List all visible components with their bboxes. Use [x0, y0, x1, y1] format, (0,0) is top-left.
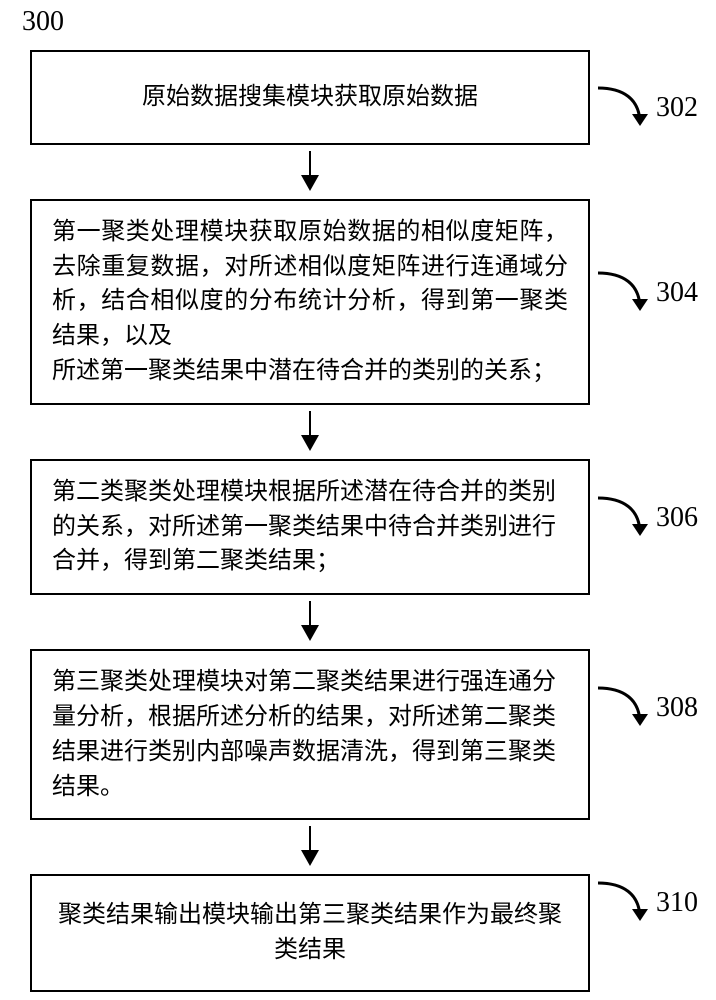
ref-302-num: 302 — [656, 92, 698, 124]
ref-308: 308 — [592, 680, 698, 735]
ref-308-num: 308 — [656, 692, 698, 724]
curved-arrow-icon — [592, 875, 652, 930]
ref-302: 302 — [592, 80, 698, 135]
node-308-text: 第三聚类处理模块对第二聚类结果进行强连通分量分析，根据所述分析的结果，对所述第二… — [52, 669, 556, 799]
curved-arrow-icon — [592, 80, 652, 135]
curved-arrow-icon — [592, 265, 652, 320]
ref-310-num: 310 — [656, 887, 698, 919]
node-304-text-b: 所述第一聚类结果中潜在待合并的类别的关系； — [52, 354, 568, 389]
node-302-text: 原始数据搜集模块获取原始数据 — [142, 84, 478, 110]
flowchart: 原始数据搜集模块获取原始数据 第一聚类处理模块获取原始数据的相似度矩阵，去除重复… — [30, 50, 590, 992]
node-306-text: 第二类聚类处理模块根据所述潜在待合并的类别的关系，对所述第一聚类结果中待合并类别… — [52, 479, 556, 575]
edge-304-306 — [309, 411, 311, 449]
curved-arrow-icon — [592, 680, 652, 735]
node-310-text: 聚类结果输出模块输出第三聚类结果作为最终聚类结果 — [58, 902, 562, 963]
ref-304: 304 — [592, 265, 698, 320]
node-306: 第二类聚类处理模块根据所述潜在待合并的类别的关系，对所述第一聚类结果中待合并类别… — [30, 459, 590, 595]
node-302: 原始数据搜集模块获取原始数据 — [30, 50, 590, 145]
edge-308-310 — [309, 826, 311, 864]
curved-arrow-icon — [592, 490, 652, 545]
ref-304-num: 304 — [656, 277, 698, 309]
edge-306-308 — [309, 601, 311, 639]
figure-number: 300 — [22, 6, 64, 38]
node-308: 第三聚类处理模块对第二聚类结果进行强连通分量分析，根据所述分析的结果，对所述第二… — [30, 649, 590, 820]
node-310: 聚类结果输出模块输出第三聚类结果作为最终聚类结果 — [30, 874, 590, 992]
edge-302-304 — [309, 151, 311, 189]
ref-306-num: 306 — [656, 502, 698, 534]
ref-310: 310 — [592, 875, 698, 930]
node-304: 第一聚类处理模块获取原始数据的相似度矩阵，去除重复数据，对所述相似度矩阵进行连通… — [30, 199, 590, 405]
ref-306: 306 — [592, 490, 698, 545]
node-304-text-a: 第一聚类处理模块获取原始数据的相似度矩阵，去除重复数据，对所述相似度矩阵进行连通… — [52, 215, 568, 354]
